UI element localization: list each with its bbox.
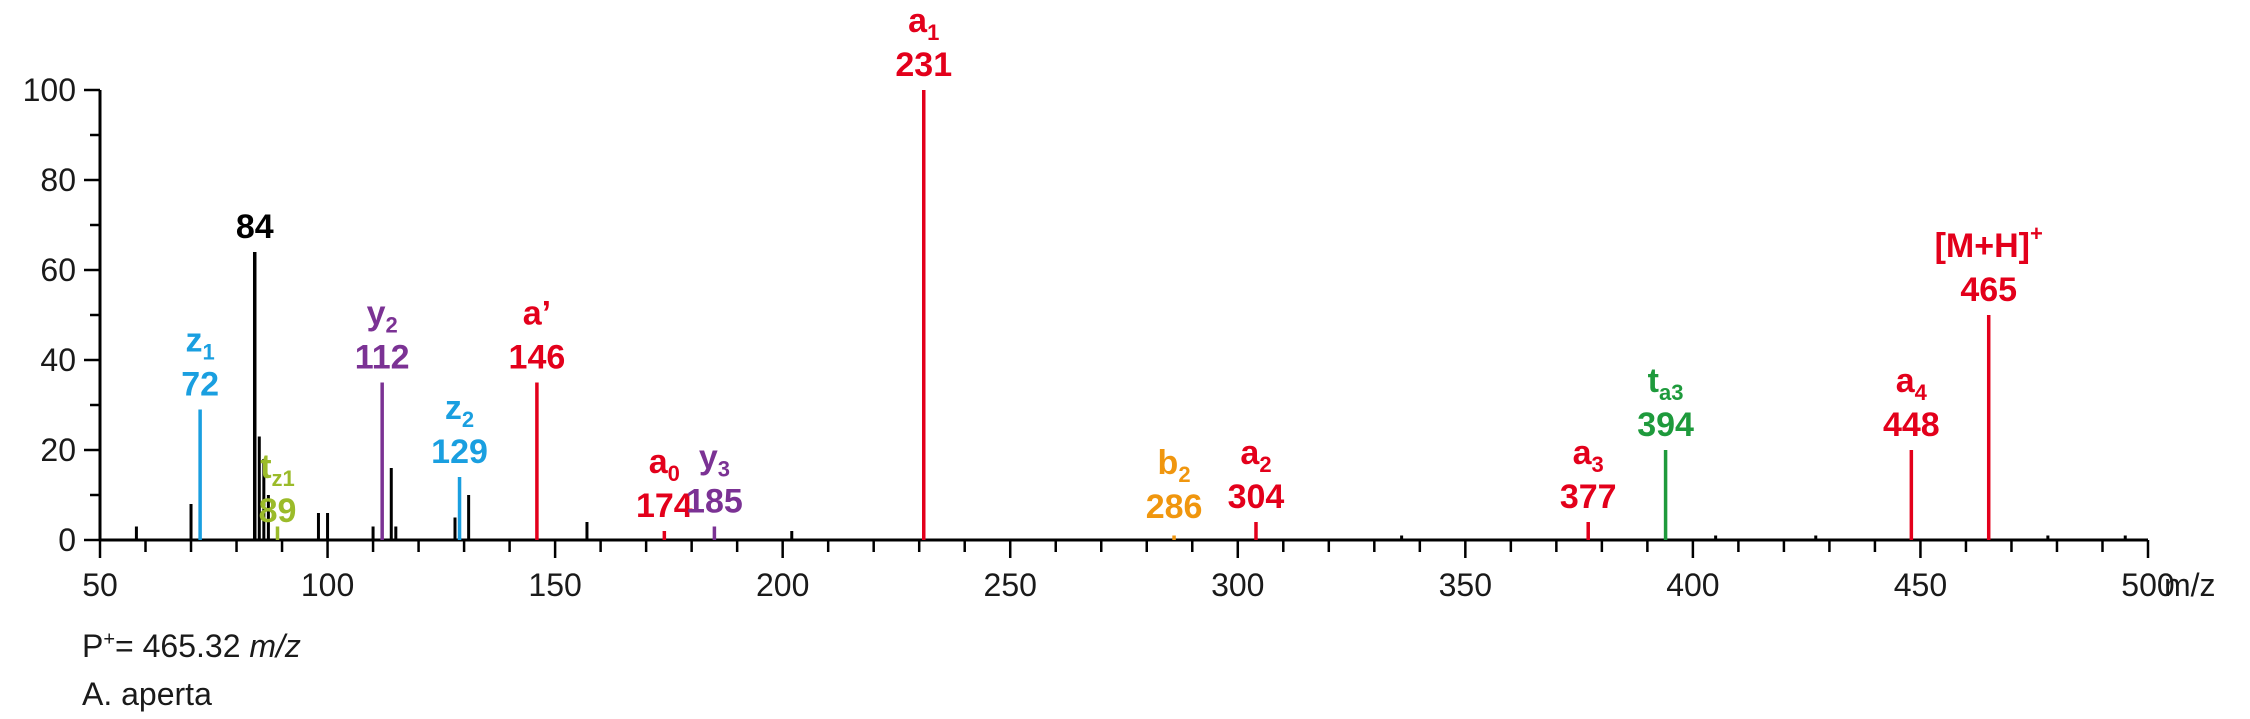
precursor-unit: m/z (249, 628, 301, 664)
x-tick-label: 350 (1439, 567, 1492, 603)
x-tick-label: 400 (1666, 567, 1719, 603)
peak-number-304: 304 (1228, 478, 1285, 516)
peak-number-465: 465 (1960, 271, 2017, 309)
ion-label-185: y3 (699, 439, 730, 482)
precursor-value: = 465.32 (115, 628, 250, 664)
x-tick-label: 200 (756, 567, 809, 603)
x-axis-label: m/z (2164, 567, 2216, 603)
peak-number-286: 286 (1146, 488, 1203, 526)
ion-label-286: b2 (1158, 444, 1191, 487)
precursor-sup: + (103, 628, 116, 651)
ion-label-146: a’ (523, 295, 551, 333)
ion-label-231: a1 (908, 2, 939, 45)
peak-number-129: 129 (431, 433, 488, 471)
x-tick-label: 100 (301, 567, 354, 603)
peak-number-394: 394 (1637, 406, 1694, 444)
ion-label-304: a2 (1240, 434, 1271, 477)
ion-label-394: ta3 (1648, 362, 1684, 405)
species-annotation: A. aperta (82, 676, 212, 712)
ion-label-89: tz1 (260, 448, 295, 491)
ion-label-465: [M+H]+ (1935, 221, 2043, 265)
ion-label-448: a4 (1896, 362, 1928, 405)
ion-label-72: z1 (185, 322, 214, 365)
peak-number-231: 231 (895, 46, 952, 84)
y-tick-label: 100 (23, 72, 76, 108)
x-tick-label: 150 (528, 567, 581, 603)
ion-label-129: z2 (445, 389, 474, 432)
x-tick-label: 500 (2121, 567, 2174, 603)
precursor-annotation: P+= 465.32 m/z (82, 628, 301, 665)
peak-number-377: 377 (1560, 478, 1617, 516)
x-tick-label: 300 (1211, 567, 1264, 603)
peaks (134, 90, 2127, 540)
x-tick-label: 50 (82, 567, 118, 603)
y-tick-label: 80 (40, 162, 76, 198)
ion-label-377: a3 (1573, 434, 1604, 477)
peak-number-89: 89 (259, 492, 297, 530)
y-tick-label: 0 (58, 522, 76, 558)
peak-labels: 72z18489tz1112y2129z2146a’174a0185y3231a… (181, 2, 2043, 530)
peak-number-185: 185 (686, 483, 743, 521)
peak-number-112: 112 (355, 339, 410, 377)
x-tick-label: 250 (984, 567, 1037, 603)
x-tick-label: 450 (1894, 567, 1947, 603)
y-tick-label: 60 (40, 252, 76, 288)
ion-label-112: y2 (367, 295, 398, 338)
peak-number-72: 72 (181, 366, 219, 404)
peak-number-174: 174 (636, 487, 693, 525)
precursor-prefix: P (82, 628, 104, 664)
ion-label-174: a0 (649, 443, 680, 486)
peak-number-448: 448 (1883, 406, 1940, 444)
y-tick-label: 20 (40, 432, 76, 468)
peak-number-146: 146 (509, 339, 566, 377)
peak-number-84: 84 (236, 208, 274, 246)
y-tick-label: 40 (40, 342, 76, 378)
